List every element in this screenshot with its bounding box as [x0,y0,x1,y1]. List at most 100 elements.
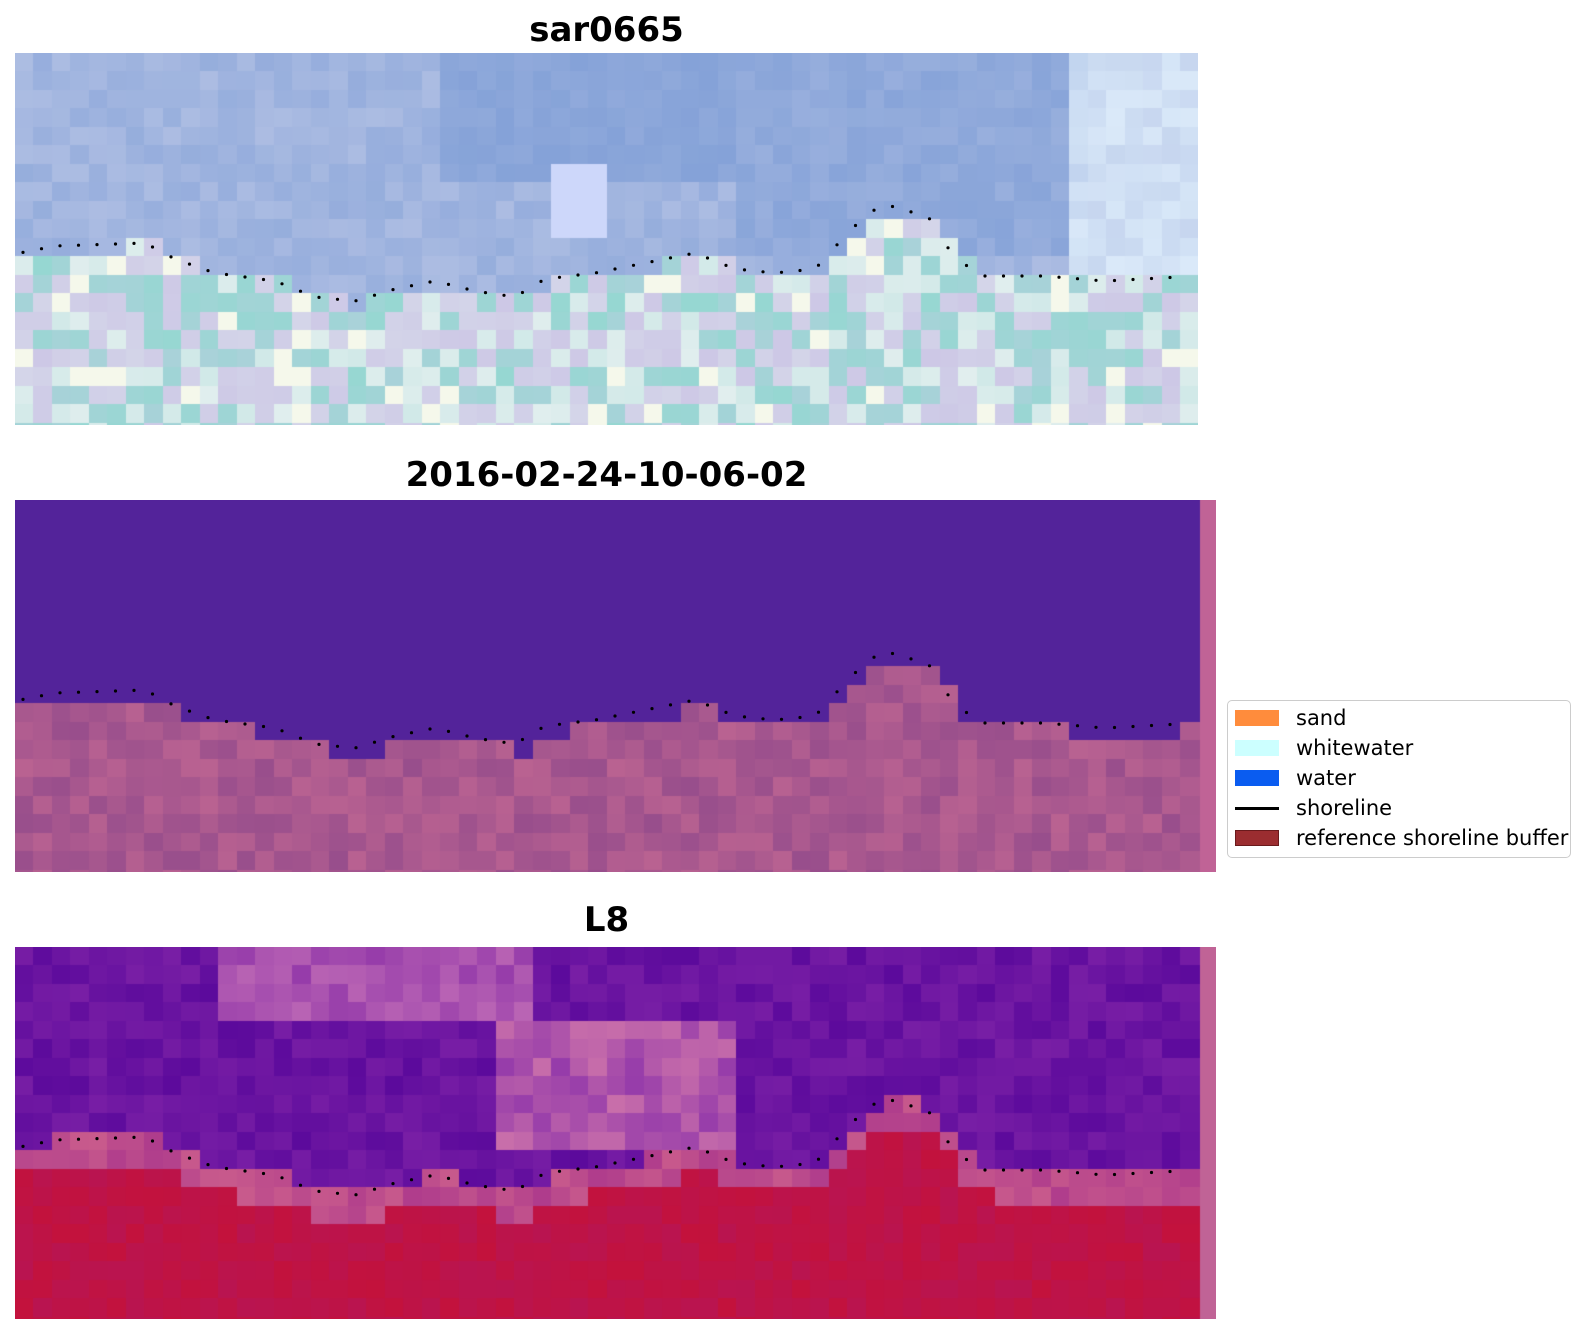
shoreline-dot [132,241,136,245]
shoreline-dot [21,697,25,701]
shoreline-dot [39,1141,44,1145]
shoreline-dot [465,734,469,738]
shoreline-dot [705,256,710,260]
shoreline-dot [761,717,765,721]
classified-image-panel [15,500,1216,872]
shoreline-dot [95,690,99,694]
panel-title-2: 2016-02-24-10-06-02 [405,455,808,495]
classified-image [15,500,1216,872]
panel-title-3: L8 [583,900,630,940]
shoreline-dot [650,260,654,264]
shoreline-dot [95,1137,99,1141]
shoreline-dot [631,710,636,714]
shoreline-dot [76,243,81,247]
panel-title-1: sar0665 [529,10,684,50]
shoreline-dot [779,1164,784,1168]
shoreline-dot [391,735,395,739]
legend-item-shoreline: shoreline [1235,796,1392,820]
shoreline-dot [21,250,25,254]
shoreline-dot [613,1161,617,1165]
shoreline-dot [779,270,784,274]
shoreline-dot [539,279,543,283]
shoreline-dot [742,715,747,719]
shoreline-dot [132,1135,136,1139]
shoreline-dot [983,274,987,278]
shoreline-dot [354,299,358,303]
shoreline-dot [724,710,728,714]
index-image [15,947,1216,1319]
shoreline-dot [890,204,895,209]
shoreline-dot [927,217,932,221]
legend-item-water: water [1235,766,1356,790]
shoreline-dot [1075,724,1080,728]
shoreline-dot [95,243,99,247]
shoreline-dot [502,1187,506,1191]
shoreline-dot [150,1139,155,1143]
shoreline-dot [335,297,340,301]
shoreline-dot [187,709,192,713]
shoreline-dot [946,1140,950,1144]
shoreline-dot [964,710,969,715]
shoreline-dot [224,272,229,277]
shoreline-dot [613,267,617,271]
shoreline-dot [687,699,691,703]
index-image-panel [15,947,1216,1319]
shoreline-dot [1112,1172,1117,1177]
shoreline-dot [206,269,210,273]
shoreline-dot [1020,721,1024,725]
shoreline-dot [964,263,969,268]
shoreline-dot [39,694,44,698]
shoreline-dot [187,1156,192,1160]
shoreline-dot [520,290,525,295]
whitewater-swatch [1235,740,1279,756]
shoreline-dot [816,263,821,267]
shoreline-line-swatch [1235,806,1279,810]
shoreline-dot [261,724,266,729]
shoreline-dot [280,1176,284,1180]
shoreline-dot [1001,1168,1006,1172]
shoreline-dot [483,738,488,742]
shoreline-dot [58,691,62,695]
legend-label: reference shoreline buffer [1296,826,1569,850]
shoreline-dot [391,288,395,292]
shoreline-dot [1038,1168,1043,1172]
shoreline-dot [890,1098,895,1103]
shoreline-dot [76,1137,81,1141]
shoreline-dot [280,729,284,733]
shoreline-dot [39,247,44,251]
shoreline-dot [113,1136,118,1140]
shoreline-dot [687,1146,691,1150]
shoreline-dot [1168,1169,1172,1174]
shoreline-dot [317,1189,321,1193]
shoreline-dot [594,718,599,722]
shoreline-dot [872,208,876,212]
shoreline-dot [483,1185,488,1189]
sand-swatch [1235,710,1279,726]
shoreline-dot [964,1157,969,1162]
shoreline-dot [539,1173,543,1177]
shoreline-dot [761,1164,765,1168]
shoreline-dot [650,1154,654,1158]
shoreline-dot [298,736,303,740]
shoreline-dot [594,271,599,275]
shoreline-dot [502,740,506,744]
shoreline-dot [465,1181,469,1185]
shoreline-dot [816,1157,821,1161]
shoreline-overlay-3 [21,1098,1172,1197]
shoreline-dot [909,210,913,214]
shoreline-dot [409,1178,414,1182]
shoreline-dot [983,721,987,725]
shoreline-dot [1094,278,1098,282]
shoreline-dot [169,255,173,259]
shoreline-dot [650,707,654,711]
shoreline-dot [983,1168,987,1172]
shoreline-dot [354,1193,358,1197]
shoreline-dot [224,1166,229,1171]
shoreline-dot [483,291,488,295]
shoreline-dot [1057,1169,1061,1173]
legend-item-sand: sand [1235,706,1346,730]
shoreline-dot [280,282,284,286]
shoreline-dot [409,731,414,735]
shoreline-dot [835,690,839,694]
shoreline-dot [150,692,155,696]
